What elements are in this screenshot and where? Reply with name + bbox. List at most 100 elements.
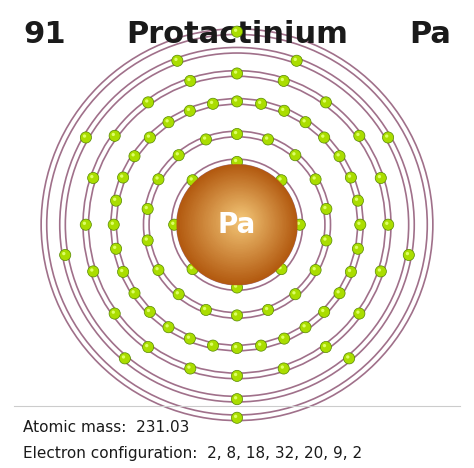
Circle shape — [210, 343, 213, 346]
Circle shape — [88, 172, 99, 183]
Circle shape — [165, 324, 169, 328]
Circle shape — [218, 199, 263, 244]
Circle shape — [193, 178, 283, 269]
Circle shape — [163, 117, 174, 128]
Circle shape — [147, 134, 150, 138]
Circle shape — [196, 181, 281, 265]
Circle shape — [278, 75, 289, 87]
Circle shape — [356, 310, 360, 314]
Circle shape — [278, 363, 289, 374]
Circle shape — [185, 171, 291, 277]
Circle shape — [310, 264, 321, 276]
Circle shape — [235, 214, 247, 227]
Circle shape — [187, 175, 198, 186]
Circle shape — [231, 254, 243, 265]
Circle shape — [203, 136, 206, 140]
Circle shape — [344, 353, 355, 364]
Text: 91: 91 — [23, 20, 65, 49]
Circle shape — [383, 132, 394, 143]
Circle shape — [375, 172, 386, 183]
Circle shape — [321, 309, 325, 312]
Circle shape — [337, 153, 340, 156]
Text: Pa: Pa — [409, 20, 451, 49]
Circle shape — [129, 288, 140, 299]
Circle shape — [352, 243, 364, 254]
Circle shape — [231, 370, 243, 381]
Circle shape — [354, 130, 365, 141]
Circle shape — [234, 70, 237, 74]
Circle shape — [356, 133, 360, 136]
Circle shape — [176, 164, 298, 285]
Circle shape — [231, 156, 243, 168]
Circle shape — [186, 173, 289, 275]
Circle shape — [90, 268, 93, 272]
Circle shape — [302, 119, 306, 123]
Circle shape — [190, 266, 193, 270]
Circle shape — [378, 175, 381, 178]
Circle shape — [323, 206, 327, 209]
Circle shape — [237, 216, 246, 225]
Circle shape — [194, 180, 282, 267]
Circle shape — [171, 222, 174, 225]
Circle shape — [355, 246, 358, 249]
Circle shape — [385, 134, 388, 138]
Circle shape — [209, 192, 270, 253]
Circle shape — [211, 193, 268, 251]
Circle shape — [110, 222, 114, 225]
Circle shape — [201, 304, 211, 315]
Circle shape — [231, 26, 243, 37]
Circle shape — [198, 183, 279, 264]
Circle shape — [210, 101, 213, 104]
Circle shape — [278, 177, 282, 181]
Circle shape — [300, 322, 311, 333]
Circle shape — [234, 396, 237, 399]
Circle shape — [281, 336, 284, 339]
Circle shape — [255, 340, 267, 351]
Circle shape — [291, 55, 302, 66]
Circle shape — [207, 340, 219, 351]
Circle shape — [220, 202, 260, 241]
Circle shape — [290, 289, 301, 300]
Circle shape — [185, 363, 196, 374]
Circle shape — [155, 267, 159, 271]
Circle shape — [200, 184, 278, 262]
Circle shape — [263, 304, 273, 315]
Circle shape — [323, 99, 326, 102]
Circle shape — [190, 177, 193, 181]
Circle shape — [145, 344, 148, 347]
Circle shape — [110, 195, 122, 206]
Circle shape — [234, 29, 237, 32]
Circle shape — [312, 267, 316, 271]
Circle shape — [88, 266, 99, 277]
Circle shape — [348, 269, 351, 272]
Circle shape — [119, 353, 130, 364]
Circle shape — [153, 174, 164, 185]
Circle shape — [191, 177, 285, 271]
Circle shape — [175, 291, 179, 294]
Circle shape — [113, 246, 116, 249]
Circle shape — [118, 172, 128, 183]
Circle shape — [187, 263, 198, 275]
Circle shape — [169, 219, 180, 230]
Circle shape — [383, 219, 394, 230]
Circle shape — [142, 204, 153, 214]
Circle shape — [111, 310, 115, 314]
Circle shape — [378, 268, 381, 272]
Circle shape — [321, 235, 332, 246]
Circle shape — [109, 308, 120, 319]
Circle shape — [224, 205, 257, 238]
Circle shape — [203, 307, 206, 310]
Circle shape — [234, 373, 237, 376]
Circle shape — [323, 237, 327, 241]
Circle shape — [80, 132, 91, 143]
Circle shape — [185, 75, 196, 87]
Circle shape — [231, 282, 243, 293]
Circle shape — [229, 209, 253, 233]
Circle shape — [187, 336, 190, 339]
Circle shape — [231, 96, 243, 107]
Circle shape — [279, 105, 290, 117]
Circle shape — [110, 243, 122, 254]
Circle shape — [80, 219, 91, 230]
Circle shape — [352, 195, 364, 206]
Circle shape — [348, 175, 351, 178]
